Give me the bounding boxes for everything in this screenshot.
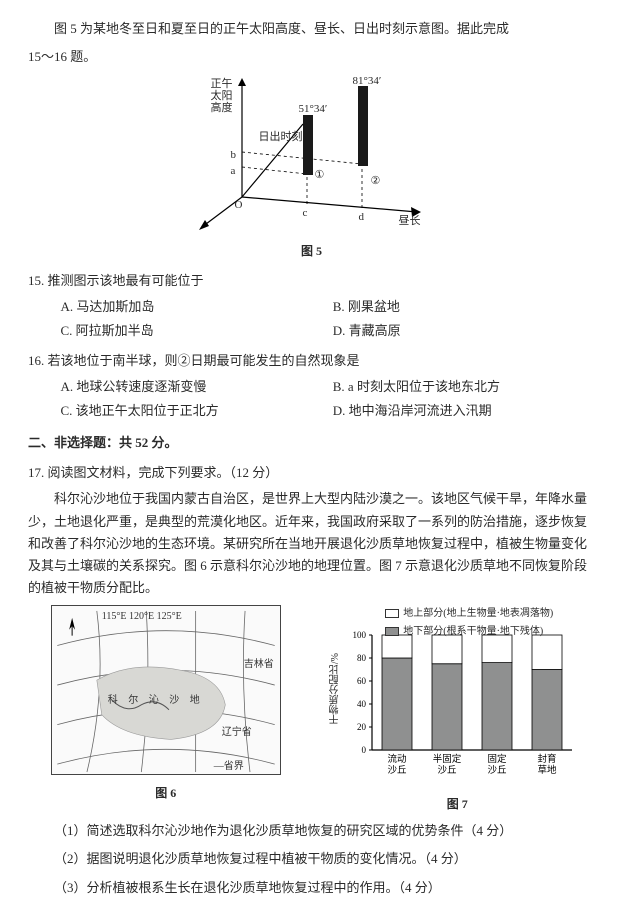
- figure-7-wrap: 地上部分(地上生物量·地表凋落物) 地下部分(根系干物量·地下残体) 0 20 40…: [320, 605, 596, 814]
- q16-opt-c: C. 该地正午太阳位于正北方: [61, 400, 323, 422]
- intro-line2: 15～16 题。: [28, 46, 595, 68]
- fig6-jilin: 吉林省: [244, 656, 274, 673]
- fig5-mark-a: a: [231, 162, 236, 181]
- q17-stem: 17. 阅读图文材料，完成下列要求。（12 分）: [28, 462, 595, 484]
- q17-sub2: （2）据图说明退化沙质草地恢复过程中植被干物质的变化情况。（4 分）: [28, 848, 595, 870]
- q17-paragraph: 科尔沁沙地位于我国内蒙古自治区，是世界上大型内陆沙漠之一。该地区气候干旱，年降水…: [28, 488, 595, 598]
- fig6-keerqin: 科 尔 沁 沙 地: [108, 692, 204, 709]
- fig6-legend: —省界: [214, 758, 244, 775]
- q17-sub1: （1）简述选取科尔沁沙地作为退化沙质草地恢复的研究区域的优势条件（4 分）: [28, 820, 595, 842]
- fig7-caption: 图 7: [320, 794, 596, 814]
- q15-opt-b: B. 刚果盆地: [333, 296, 595, 318]
- section-2-heading: 二、非选择题：共 52 分。: [28, 432, 595, 454]
- fig5-caption: 图 5: [28, 241, 595, 261]
- fig5-mark-d: d: [359, 208, 365, 227]
- q16-opt-a: A. 地球公转速度逐渐变慢: [61, 376, 323, 398]
- fig7-y-label: 干物质分配比/%: [327, 653, 344, 724]
- figure-6: 115°E 120°E 125°E —省界 吉林省 辽宁省 科 尔 沁 沙 地: [51, 605, 281, 775]
- svg-text:沙丘: 沙丘: [388, 765, 408, 776]
- fig6-top-coords: 115°E 120°E 125°E: [102, 608, 182, 625]
- question-16: 16. 若该地位于南半球，则②日期最可能发生的自然现象是 A. 地球公转速度逐渐…: [28, 350, 595, 422]
- svg-text:80: 80: [357, 653, 367, 663]
- fig5-mark-b: b: [231, 146, 237, 165]
- question-15: 15. 推测图示该地最有可能位于 A. 马达加斯加岛 B. 刚果盆地 C. 阿拉…: [28, 270, 595, 342]
- q15-opt-a: A. 马达加斯加岛: [61, 296, 323, 318]
- q17-sub3: （3）分析植被根系生长在退化沙质草地恢复过程中的作用。（4 分）: [28, 877, 595, 899]
- figure-5: 正午太阳高度 51°34′ 81°34′ 日出时刻 a b c d ① ② O …: [187, 72, 437, 232]
- fig7-legend-below: 地下部分(根系干物量·地下残体): [385, 623, 553, 640]
- svg-text:60: 60: [357, 676, 367, 686]
- fig5-mark-two: ②: [371, 172, 381, 191]
- q15-opt-c: C. 阿拉斯加半岛: [61, 320, 323, 342]
- fig5-bar1-label: 51°34′: [299, 100, 328, 119]
- fig7-legend-above-label: 地上部分(地上生物量·地表凋落物): [403, 605, 553, 622]
- fig5-sunrise-label: 日出时刻: [259, 128, 303, 147]
- fig7-legend-below-label: 地下部分(根系干物量·地下残体): [403, 623, 543, 640]
- svg-text:固定: 固定: [488, 753, 508, 765]
- svg-text:沙丘: 沙丘: [488, 765, 508, 776]
- svg-text:流动: 流动: [388, 753, 407, 765]
- intro-line1: 图 5 为某地冬至日和夏至日的正午太阳高度、昼长、日出时刻示意图。据此完成: [28, 18, 595, 40]
- svg-text:沙丘: 沙丘: [438, 765, 458, 776]
- svg-text:100: 100: [353, 630, 367, 640]
- q15-opt-d: D. 青藏高原: [333, 320, 595, 342]
- fig7-legend-above: 地上部分(地上生物量·地表凋落物): [385, 605, 553, 622]
- fig6-liaoning: 辽宁省: [222, 724, 252, 741]
- q16-opt-d: D. 地中海沿岸河流进入汛期: [333, 400, 595, 422]
- figure-6-wrap: 115°E 120°E 125°E —省界 吉林省 辽宁省 科 尔 沁 沙 地 …: [28, 605, 304, 803]
- fig5-mark-c: c: [303, 204, 308, 223]
- svg-text:草地: 草地: [538, 764, 558, 776]
- fig5-bar2-label: 81°34′: [353, 72, 382, 91]
- figure-5-wrap: 正午太阳高度 51°34′ 81°34′ 日出时刻 a b c d ① ② O …: [28, 72, 595, 261]
- fig5-mark-one: ①: [315, 166, 325, 185]
- q16-opt-b: B. a 时刻太阳位于该地东北方: [333, 376, 595, 398]
- q16-stem: 16. 若该地位于南半球，则②日期最可能发生的自然现象是: [28, 350, 595, 372]
- fig5-x-label: 昼长: [399, 212, 421, 231]
- fig5-y-label: 正午太阳高度: [211, 78, 233, 114]
- svg-text:20: 20: [357, 722, 367, 732]
- q15-stem: 15. 推测图示该地最有可能位于: [28, 270, 595, 292]
- figure-7: 地上部分(地上生物量·地表凋落物) 地下部分(根系干物量·地下残体) 0 20 40…: [327, 605, 587, 785]
- fig6-caption: 图 6: [28, 783, 304, 803]
- question-17: 17. 阅读图文材料，完成下列要求。（12 分） 科尔沁沙地位于我国内蒙古自治区…: [28, 462, 595, 898]
- svg-text:半固定: 半固定: [433, 753, 462, 765]
- svg-text:封育: 封育: [538, 753, 557, 765]
- fig5-mark-o: O: [235, 196, 243, 215]
- swatch-above: [385, 609, 399, 618]
- svg-text:0: 0: [362, 745, 367, 755]
- swatch-below: [385, 627, 399, 636]
- svg-text:40: 40: [357, 699, 367, 709]
